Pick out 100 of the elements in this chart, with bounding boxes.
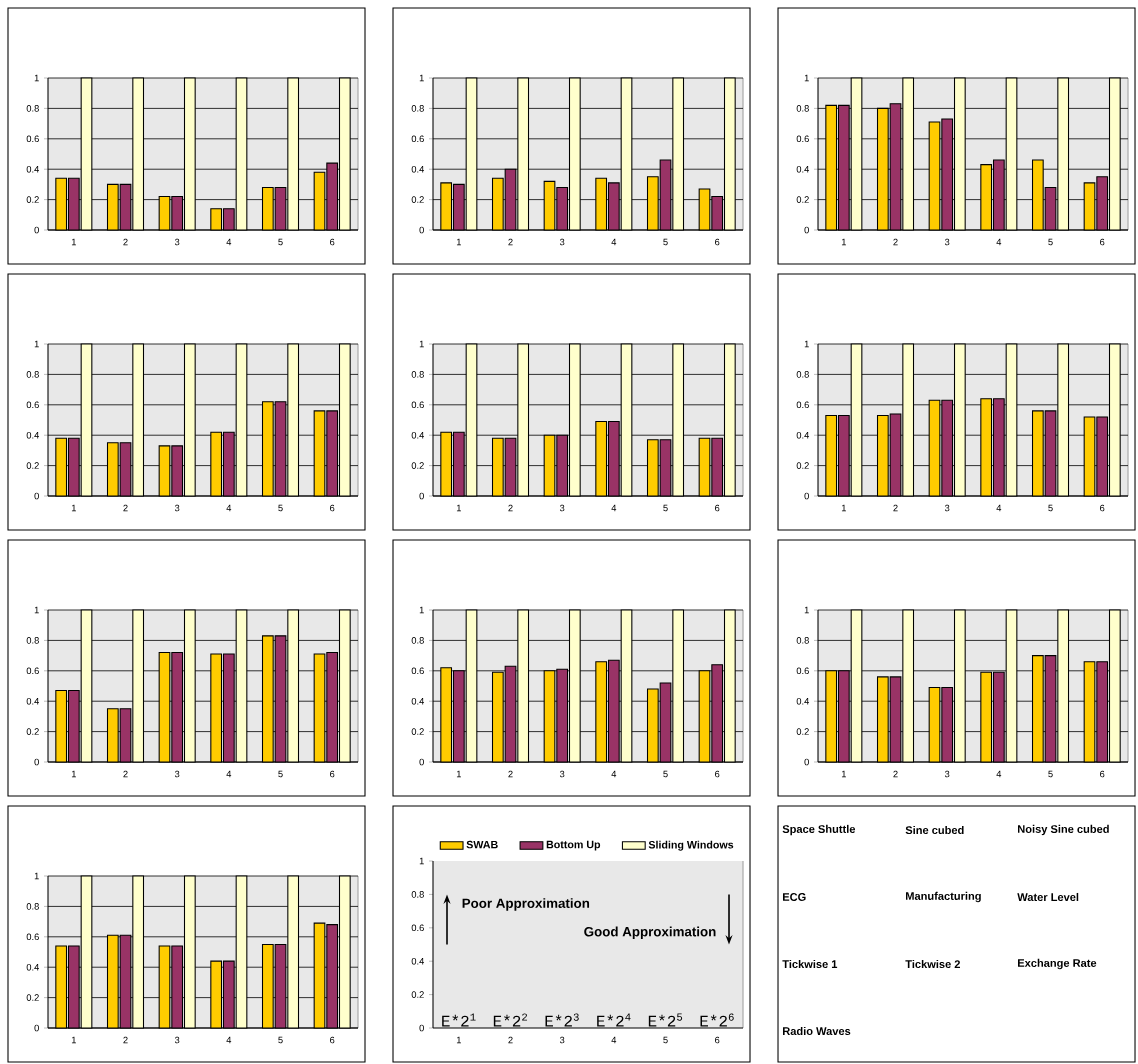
x-tick-label: 3 xyxy=(559,238,565,246)
x-tick-label: 4 xyxy=(226,238,232,246)
y-tick-label: 0.8 xyxy=(796,371,809,378)
x-tick-label: 4 xyxy=(226,1036,232,1044)
x-tick-label: 3 xyxy=(944,504,950,512)
x-tick-label: 3 xyxy=(559,1036,565,1044)
y-tick-label: 0.8 xyxy=(411,891,424,898)
x-tick-label: 2 xyxy=(123,504,128,512)
x-tick-label: 4 xyxy=(226,770,232,778)
y-tick-label: 0 xyxy=(34,226,39,234)
y-tick-label: 1 xyxy=(419,857,424,865)
x-tick-label: 2 xyxy=(123,770,128,778)
x-tick-label: 4 xyxy=(611,770,617,778)
x-tick-label: 6 xyxy=(715,1036,720,1044)
x-tick-label: 5 xyxy=(663,238,668,246)
x-tick-label: 6 xyxy=(1100,238,1105,246)
y-tick-label: 0.6 xyxy=(411,401,424,409)
x-tick-label: 3 xyxy=(174,770,180,778)
y-tick-label: 0.6 xyxy=(796,667,809,675)
y-tick-label: 0 xyxy=(804,226,809,234)
x-tick-label: 6 xyxy=(1100,504,1105,512)
annotation: Good Approximation xyxy=(584,926,716,940)
y-tick-label: 1 xyxy=(34,872,39,880)
y-tick-label: 0.6 xyxy=(411,924,424,932)
y-tick-label: 1 xyxy=(34,74,39,82)
y-tick-label: 0.2 xyxy=(26,196,39,203)
y-tick-label: 0.2 xyxy=(796,196,809,203)
x-tick-label: 1 xyxy=(456,504,461,512)
y-tick-label: 0 xyxy=(804,758,809,766)
x-tick-label: 5 xyxy=(278,1036,283,1044)
y-tick-label: 1 xyxy=(419,606,424,614)
y-tick-label: 0.2 xyxy=(26,728,39,735)
y-tick-label: 0.8 xyxy=(26,105,39,112)
y-tick-label: 0.6 xyxy=(26,933,39,941)
x-tick-label: 1 xyxy=(71,238,76,246)
x-tick-label: 4 xyxy=(226,504,232,512)
x-tick-label: 4 xyxy=(996,504,1002,512)
y-tick-label: 0.6 xyxy=(26,135,39,143)
y-tick-label: 0.4 xyxy=(796,165,810,173)
y-tick-label: 0.6 xyxy=(796,135,809,143)
x-tick-label: 1 xyxy=(71,504,76,512)
y-tick-label: 1 xyxy=(804,74,809,82)
y-tick-label: 0.8 xyxy=(411,637,424,644)
y-tick-label: 1 xyxy=(34,340,39,348)
x-tick-label: 1 xyxy=(841,238,846,246)
x-tick-label: 5 xyxy=(1048,504,1053,512)
x-tick-label: 2 xyxy=(893,504,898,512)
y-tick-label: 0.8 xyxy=(26,637,39,644)
x-tick-label: 4 xyxy=(611,504,617,512)
x-tick-label: 6 xyxy=(330,504,335,512)
text: ECG xyxy=(783,893,806,901)
y-tick-label: 0 xyxy=(419,758,424,766)
y-tick-label: 0 xyxy=(34,758,39,766)
x-tick-label: 3 xyxy=(174,504,180,512)
annotation: E*2$^{1}$ xyxy=(442,1013,476,1027)
x-tick-label: 5 xyxy=(663,504,668,512)
x-tick-label: 5 xyxy=(1048,770,1053,778)
x-tick-label: 2 xyxy=(508,238,513,246)
y-tick-label: 0.4 xyxy=(26,165,40,173)
y-tick-label: 0.2 xyxy=(796,728,809,735)
y-tick-label: 0 xyxy=(34,1024,39,1032)
y-tick-label: 0.8 xyxy=(411,371,424,378)
x-tick-label: 3 xyxy=(944,238,950,246)
annotation: E*2$^{4}$ xyxy=(597,1013,631,1027)
y-tick-label: 0.8 xyxy=(26,903,39,910)
y-tick-label: 0.6 xyxy=(411,667,424,675)
text: Water Level xyxy=(1017,892,1079,902)
y-tick-label: 0.2 xyxy=(411,991,424,998)
x-tick-label: 3 xyxy=(174,1036,180,1044)
x-tick-label: 6 xyxy=(1100,770,1105,778)
y-tick-label: 0.6 xyxy=(411,135,424,143)
y-tick-label: 0.4 xyxy=(411,165,425,173)
x-tick-label: 3 xyxy=(174,238,180,246)
legend-label: Sliding Windows xyxy=(648,840,734,851)
text: Space Shuttle xyxy=(782,824,856,836)
x-tick-label: 1 xyxy=(71,1036,76,1044)
x-tick-label: 3 xyxy=(559,504,565,512)
text: Tickwise 2 xyxy=(905,959,960,969)
x-tick-label: 6 xyxy=(715,504,720,512)
y-tick-label: 0.6 xyxy=(26,401,39,409)
x-tick-label: 5 xyxy=(278,238,283,246)
y-tick-label: 0.2 xyxy=(411,462,424,469)
y-tick-label: 0.4 xyxy=(26,697,40,705)
y-tick-label: 0 xyxy=(34,492,39,500)
x-tick-label: 1 xyxy=(841,504,846,512)
y-tick-label: 0.8 xyxy=(26,371,39,378)
x-tick-label: 1 xyxy=(456,770,461,778)
x-tick-label: 5 xyxy=(663,1036,668,1044)
y-tick-label: 0.2 xyxy=(411,728,424,735)
annotation: E*2$^{2}$ xyxy=(493,1013,528,1027)
x-tick-label: 3 xyxy=(944,770,950,778)
y-tick-label: 0.6 xyxy=(796,401,809,409)
x-tick-label: 4 xyxy=(996,770,1002,778)
annotation: E*2$^{3}$ xyxy=(545,1013,579,1027)
y-tick-label: 1 xyxy=(419,340,424,348)
y-tick-label: 0.4 xyxy=(26,431,40,439)
x-tick-label: 1 xyxy=(841,770,846,778)
x-tick-label: 2 xyxy=(893,770,898,778)
x-tick-label: 2 xyxy=(508,1036,513,1044)
y-tick-label: 0 xyxy=(804,492,809,500)
